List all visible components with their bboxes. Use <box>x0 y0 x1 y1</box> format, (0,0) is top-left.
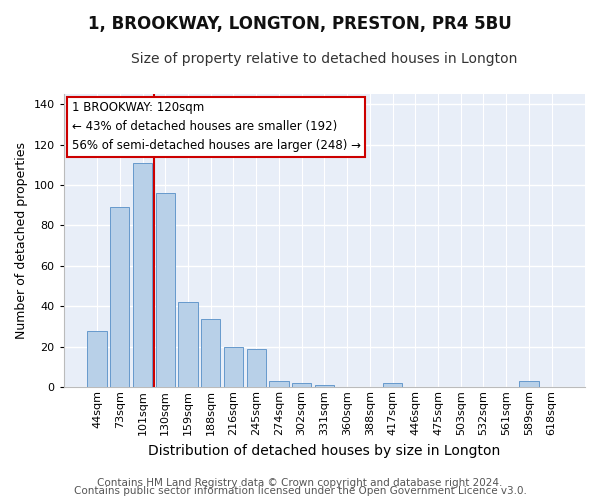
Text: 1 BROOKWAY: 120sqm
← 43% of detached houses are smaller (192)
56% of semi-detach: 1 BROOKWAY: 120sqm ← 43% of detached hou… <box>71 102 361 152</box>
X-axis label: Distribution of detached houses by size in Longton: Distribution of detached houses by size … <box>148 444 500 458</box>
Bar <box>314 385 334 388</box>
Bar <box>292 383 311 388</box>
Bar <box>155 193 175 388</box>
Title: Size of property relative to detached houses in Longton: Size of property relative to detached ho… <box>131 52 518 66</box>
Bar <box>224 347 243 388</box>
Bar <box>519 381 539 388</box>
Text: 1, BROOKWAY, LONGTON, PRESTON, PR4 5BU: 1, BROOKWAY, LONGTON, PRESTON, PR4 5BU <box>88 15 512 33</box>
Bar <box>201 318 220 388</box>
Bar <box>88 330 107 388</box>
Bar <box>383 383 402 388</box>
Bar <box>178 302 197 388</box>
Bar <box>110 208 130 388</box>
Bar <box>269 381 289 388</box>
Bar <box>133 163 152 388</box>
Text: Contains public sector information licensed under the Open Government Licence v3: Contains public sector information licen… <box>74 486 526 496</box>
Y-axis label: Number of detached properties: Number of detached properties <box>15 142 28 339</box>
Bar <box>247 349 266 388</box>
Text: Contains HM Land Registry data © Crown copyright and database right 2024.: Contains HM Land Registry data © Crown c… <box>97 478 503 488</box>
